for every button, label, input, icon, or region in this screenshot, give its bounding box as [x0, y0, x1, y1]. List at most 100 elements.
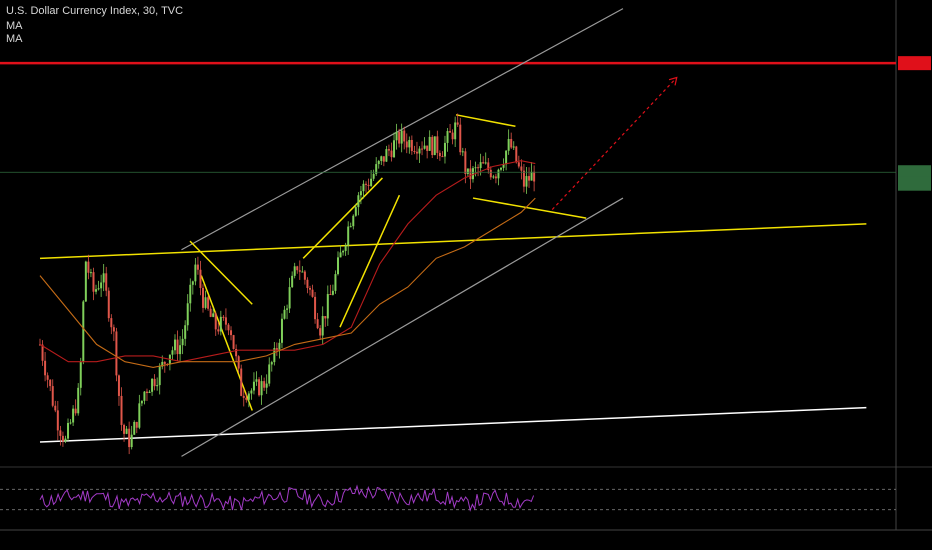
candle-body	[372, 173, 375, 179]
candle-body	[214, 313, 217, 330]
candle-body	[500, 167, 503, 170]
candle-body	[497, 169, 500, 179]
candle-body	[222, 316, 225, 318]
candle-body	[89, 272, 92, 274]
candle-body	[385, 149, 388, 162]
candle-body	[69, 422, 72, 424]
candle-body	[163, 361, 166, 364]
candle-body	[382, 156, 385, 162]
candle-body	[377, 160, 380, 165]
candle-body	[123, 424, 126, 434]
candle-body	[342, 250, 345, 253]
candle-body	[161, 361, 164, 367]
candle-body	[449, 131, 452, 133]
candle-body	[520, 166, 523, 171]
candle-body	[82, 301, 85, 362]
candle-body	[393, 140, 396, 158]
candle-body	[184, 325, 187, 339]
candle-body	[471, 168, 474, 180]
price-tag	[898, 56, 931, 71]
candle-body	[245, 397, 248, 400]
candle-body	[456, 122, 459, 125]
candle-body	[415, 151, 418, 154]
candle-body	[143, 391, 146, 401]
candle-body	[494, 176, 497, 179]
candle-body	[459, 124, 462, 153]
candle-body	[219, 316, 222, 332]
candle-body	[329, 294, 332, 296]
candle-body	[196, 264, 199, 270]
candle-body	[362, 183, 365, 192]
candle-body	[301, 271, 304, 273]
candle-body	[530, 171, 533, 181]
candle-body	[352, 215, 355, 227]
candle-body	[359, 191, 362, 196]
candle-body	[49, 379, 52, 387]
candle-body	[487, 162, 490, 170]
candle-body	[512, 146, 515, 148]
candle-body	[173, 339, 176, 351]
candle-body	[423, 145, 426, 149]
candle-body	[533, 171, 536, 182]
candle-body	[296, 266, 299, 271]
candle-body	[426, 145, 429, 151]
candle-body	[235, 348, 238, 357]
candle-body	[286, 308, 289, 310]
candle-body	[59, 430, 62, 436]
candle-body	[441, 156, 444, 158]
candle-body	[95, 289, 98, 292]
candle-body	[489, 169, 492, 178]
candle-body	[380, 156, 383, 161]
candle-body	[334, 274, 337, 291]
candle-body	[492, 176, 495, 178]
candle-body	[321, 316, 324, 336]
candle-body	[194, 264, 197, 282]
candle-body	[115, 331, 118, 376]
candle-body	[357, 195, 360, 208]
trendline	[472, 197, 587, 219]
candle-body	[400, 130, 403, 144]
candle-body	[418, 148, 421, 154]
candle-body	[484, 162, 487, 164]
candle-body	[451, 132, 454, 140]
price-tag	[898, 176, 931, 191]
candle-body	[505, 150, 508, 165]
candle-body	[370, 178, 373, 186]
candle-body	[293, 266, 296, 276]
candle-body	[87, 261, 90, 273]
trendline	[455, 114, 516, 128]
candle-body	[365, 183, 368, 185]
candle-body	[308, 288, 311, 290]
candle-body	[278, 342, 281, 351]
candle-body	[230, 330, 233, 336]
candle-body	[92, 272, 95, 292]
indicator-label-ma-1: MA	[6, 20, 23, 32]
candle-body	[255, 379, 258, 382]
candle-body	[319, 328, 322, 336]
candle-body	[464, 151, 467, 174]
candle-body	[268, 364, 271, 384]
candle-body	[303, 271, 306, 280]
candle-body	[140, 400, 143, 404]
candle-body	[344, 245, 347, 251]
candle-body	[189, 284, 192, 304]
moving-average-line	[39, 160, 536, 363]
candle-body	[443, 142, 446, 157]
candle-body	[61, 435, 64, 442]
candle-body	[102, 273, 105, 283]
candle-body	[387, 149, 390, 151]
candle-body	[324, 316, 327, 319]
candle-body	[461, 151, 464, 153]
trendline	[189, 240, 253, 305]
indicator-label-ma-2: MA	[6, 33, 23, 45]
candle-body	[479, 162, 482, 169]
candle-body	[428, 136, 431, 151]
candle-body	[72, 408, 75, 423]
candle-body	[273, 348, 276, 363]
candle-body	[240, 368, 243, 396]
candle-body	[191, 281, 194, 285]
candle-body	[237, 356, 240, 369]
candle-body	[446, 131, 449, 143]
